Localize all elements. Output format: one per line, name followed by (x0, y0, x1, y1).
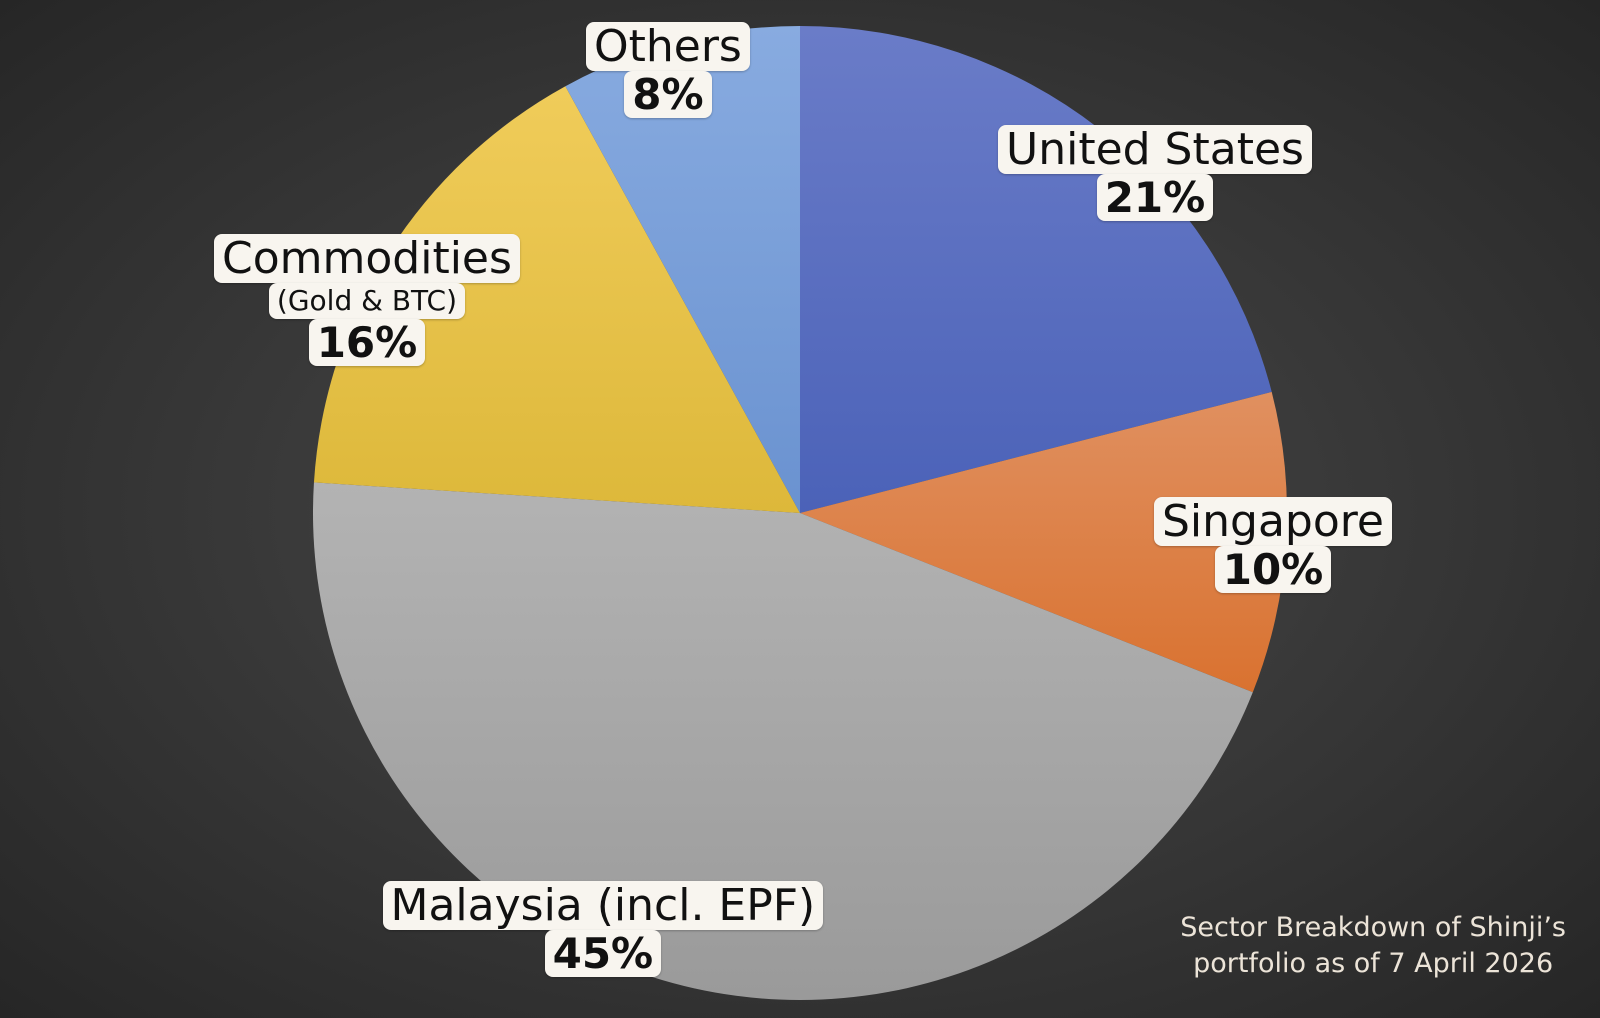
pie-slice-malaysia-incl-epf (312, 482, 1253, 1001)
pie-slice-commodities (313, 86, 800, 514)
pie-slice-united-states (800, 26, 1272, 513)
chart-caption: Sector Breakdown of Shinji’s portfolio a… (1180, 910, 1566, 982)
pie-slice-others (565, 26, 800, 513)
caption-line-2: portfolio as of 7 April 2026 (1193, 947, 1554, 979)
pie-slice-singapore (800, 391, 1287, 693)
pie-slices (312, 26, 1287, 1001)
caption-line-1: Sector Breakdown of Shinji’s (1180, 911, 1566, 943)
